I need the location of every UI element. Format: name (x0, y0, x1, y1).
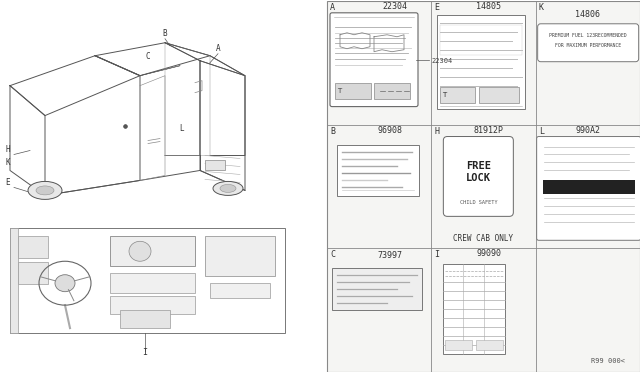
Bar (110, 236, 195, 266)
FancyBboxPatch shape (444, 137, 513, 217)
Bar (543, 180, 635, 195)
Bar (479, 87, 519, 103)
Text: CHILD SAFETY: CHILD SAFETY (460, 200, 497, 205)
Text: E: E (435, 3, 439, 12)
Text: C: C (146, 52, 150, 61)
Bar (10, 228, 285, 333)
Text: 22304: 22304 (431, 58, 452, 64)
Text: 14806: 14806 (575, 10, 600, 19)
Text: A: A (330, 3, 335, 12)
Text: CREW CAB ONLY: CREW CAB ONLY (453, 234, 513, 243)
FancyBboxPatch shape (538, 24, 639, 62)
FancyBboxPatch shape (537, 137, 640, 240)
Text: L: L (539, 126, 543, 135)
Text: LOCK: LOCK (466, 173, 491, 183)
Text: 14805: 14805 (476, 2, 501, 11)
Bar (327, 1, 640, 372)
Text: 22304: 22304 (382, 2, 407, 11)
Bar (18, 262, 48, 284)
Bar (210, 283, 270, 298)
Bar (110, 273, 195, 293)
Text: E: E (5, 179, 10, 187)
Text: T: T (337, 88, 341, 94)
Text: L: L (180, 124, 184, 132)
Ellipse shape (55, 275, 75, 292)
Bar (444, 264, 506, 354)
FancyBboxPatch shape (330, 13, 418, 107)
Text: 990A2: 990A2 (575, 125, 600, 135)
Text: 81912P: 81912P (474, 125, 504, 135)
Text: C: C (330, 250, 335, 259)
Bar (374, 83, 410, 99)
Text: A: A (216, 44, 220, 53)
Bar (476, 340, 503, 350)
Bar (110, 296, 195, 314)
Bar (205, 160, 225, 170)
Bar (18, 236, 48, 258)
Text: 96908: 96908 (377, 125, 402, 135)
Bar (335, 83, 371, 99)
Text: R99 000<: R99 000< (591, 358, 625, 364)
Text: 99090: 99090 (476, 249, 501, 258)
Bar (440, 25, 522, 55)
Text: K: K (5, 158, 10, 167)
Text: H: H (5, 145, 10, 154)
Text: FREE: FREE (466, 161, 491, 171)
Bar (332, 268, 422, 310)
Text: T: T (442, 92, 447, 97)
Bar (120, 310, 170, 328)
Text: I: I (435, 250, 439, 259)
Text: FOR MAXIMUM PERFORMANCE: FOR MAXIMUM PERFORMANCE (555, 43, 621, 48)
Text: PREMIUM FUEL 123RECOMMENDED: PREMIUM FUEL 123RECOMMENDED (549, 33, 627, 38)
Text: 73997: 73997 (377, 251, 402, 260)
Bar (10, 228, 18, 333)
Bar (445, 340, 472, 350)
Text: I: I (143, 348, 147, 357)
Ellipse shape (36, 186, 54, 195)
Text: K: K (539, 3, 543, 12)
Bar (337, 144, 419, 196)
Text: H: H (435, 126, 439, 135)
Text: B: B (163, 29, 167, 38)
Bar (437, 15, 525, 109)
Bar (440, 87, 476, 103)
Ellipse shape (129, 241, 151, 261)
Bar (205, 236, 275, 276)
Ellipse shape (28, 182, 62, 199)
Ellipse shape (213, 182, 243, 195)
Ellipse shape (220, 185, 236, 192)
Text: B: B (330, 126, 335, 135)
Bar (440, 25, 522, 55)
